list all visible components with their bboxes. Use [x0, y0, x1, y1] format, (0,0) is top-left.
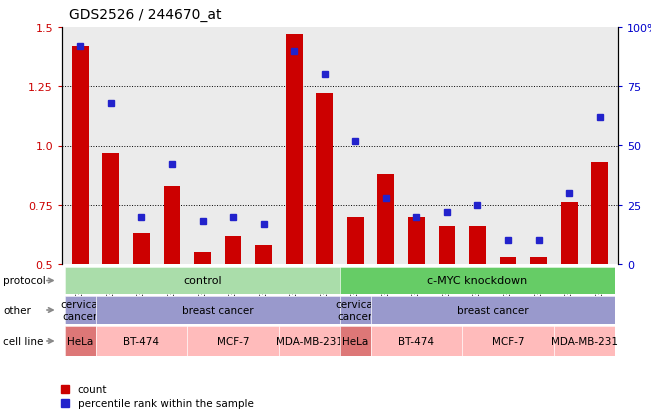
Bar: [561, 203, 577, 264]
Text: MCF-7: MCF-7: [492, 336, 524, 346]
Text: BT-474: BT-474: [124, 336, 159, 346]
Bar: [591, 163, 608, 264]
Text: c-MYC knockdown: c-MYC knockdown: [427, 276, 527, 286]
Bar: [439, 227, 455, 264]
Bar: [194, 252, 211, 264]
Text: MCF-7: MCF-7: [217, 336, 249, 346]
Text: HeLa: HeLa: [342, 336, 368, 346]
Text: other: other: [3, 305, 31, 315]
Text: cervical
cancer: cervical cancer: [335, 299, 376, 321]
Bar: [378, 175, 395, 264]
Text: count: count: [77, 384, 107, 394]
Bar: [163, 186, 180, 264]
Text: control: control: [183, 276, 222, 286]
Bar: [225, 236, 242, 264]
Bar: [408, 217, 424, 264]
Bar: [499, 257, 516, 264]
Text: MDA-MB-231: MDA-MB-231: [551, 336, 618, 346]
Bar: [469, 227, 486, 264]
Text: percentile rank within the sample: percentile rank within the sample: [77, 398, 253, 408]
Text: breast cancer: breast cancer: [457, 305, 529, 315]
Text: protocol: protocol: [3, 276, 46, 286]
Bar: [316, 94, 333, 264]
Text: GDS2526 / 244670_at: GDS2526 / 244670_at: [68, 8, 221, 22]
Text: cell line: cell line: [3, 336, 44, 346]
Bar: [347, 217, 364, 264]
Text: BT-474: BT-474: [398, 336, 434, 346]
Bar: [530, 257, 547, 264]
Bar: [72, 47, 89, 264]
Bar: [286, 35, 303, 264]
Bar: [102, 153, 119, 264]
Text: breast cancer: breast cancer: [182, 305, 254, 315]
Text: cervical
cancer: cervical cancer: [60, 299, 101, 321]
Text: HeLa: HeLa: [67, 336, 94, 346]
Text: MDA-MB-231: MDA-MB-231: [276, 336, 343, 346]
Bar: [255, 245, 272, 264]
Bar: [133, 234, 150, 264]
